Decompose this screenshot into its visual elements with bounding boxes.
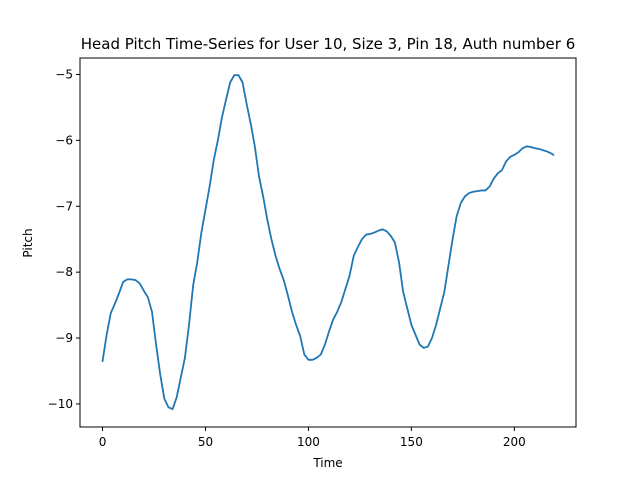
y-axis: −10 −9 −8 −7 −6 −5: [48, 67, 80, 411]
y-tick-label: −10: [48, 397, 73, 411]
x-tick-label: 200: [503, 435, 526, 449]
y-tick-label: −8: [55, 265, 73, 279]
y-axis-label: Pitch: [21, 228, 35, 257]
x-axis-label: Time: [312, 456, 342, 470]
x-tick-label: 0: [99, 435, 107, 449]
x-tick-label: 50: [198, 435, 213, 449]
x-tick-label: 100: [297, 435, 320, 449]
y-tick-label: −9: [55, 331, 73, 345]
plot-series: [101, 74, 555, 411]
x-tick-label: 150: [400, 435, 423, 449]
chart-title: Head Pitch Time-Series for User 10, Size…: [81, 35, 575, 53]
x-axis: 0 50 100 150 200: [99, 427, 526, 449]
y-tick-label: −5: [55, 67, 73, 81]
y-tick-label: −6: [55, 133, 73, 147]
plot-frame: [79, 57, 577, 428]
series-line-0: [101, 74, 555, 411]
y-tick-label: −7: [55, 199, 73, 213]
